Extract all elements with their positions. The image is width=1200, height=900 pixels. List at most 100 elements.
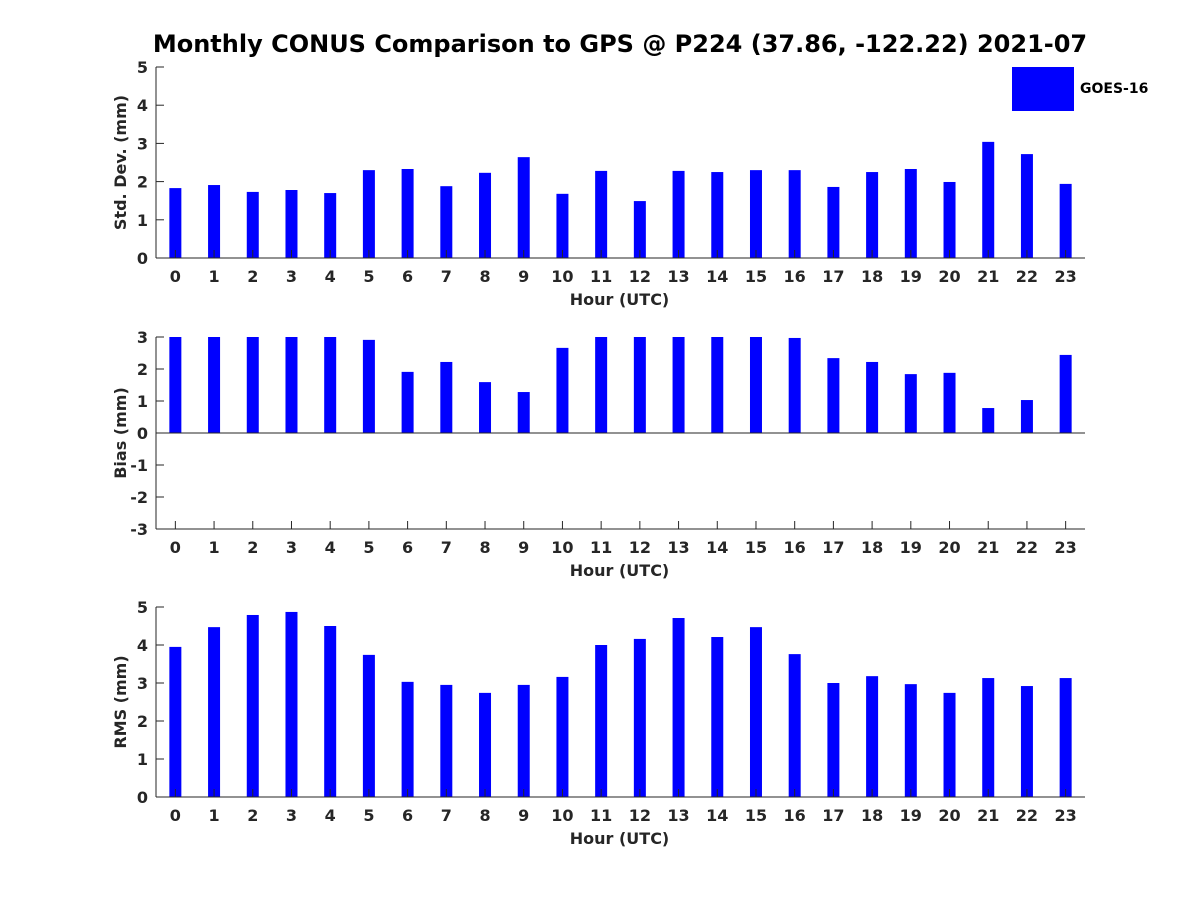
bar-1-23 bbox=[1059, 354, 1072, 433]
x-tick-label: 20 bbox=[938, 267, 960, 286]
x-tick-label: 12 bbox=[629, 267, 651, 286]
x-tick-label: 15 bbox=[745, 267, 767, 286]
y-tick-label: 0 bbox=[137, 788, 148, 807]
x-tick-label: 8 bbox=[479, 267, 490, 286]
bar-2-9 bbox=[517, 684, 530, 797]
chart-title: Monthly CONUS Comparison to GPS @ P224 (… bbox=[152, 30, 1088, 58]
x-tick-label: 13 bbox=[667, 538, 689, 557]
x-tick-label: 14 bbox=[706, 538, 728, 557]
y-tick-label: 2 bbox=[137, 360, 148, 379]
y-tick-label: 5 bbox=[137, 58, 148, 77]
bar-1-19 bbox=[904, 374, 917, 433]
x-tick-label: 7 bbox=[441, 267, 452, 286]
y-tick-label: 3 bbox=[137, 134, 148, 153]
bar-2-6 bbox=[401, 681, 414, 797]
bar-1-14 bbox=[711, 337, 724, 433]
x-tick-label: 11 bbox=[590, 267, 612, 286]
bar-2-3 bbox=[285, 611, 298, 797]
x-tick-label: 20 bbox=[938, 806, 960, 825]
bar-0-0 bbox=[169, 188, 182, 258]
bar-2-23 bbox=[1059, 678, 1072, 797]
bar-1-8 bbox=[479, 382, 492, 433]
x-tick-label: 7 bbox=[441, 806, 452, 825]
x-tick-label: 15 bbox=[745, 538, 767, 557]
x-tick-label: 22 bbox=[1016, 806, 1038, 825]
x-tick-label: 21 bbox=[977, 267, 999, 286]
bar-1-5 bbox=[362, 339, 375, 433]
bar-1-13 bbox=[672, 337, 685, 433]
bar-0-20 bbox=[943, 181, 956, 258]
bar-1-11 bbox=[595, 337, 608, 433]
bar-1-1 bbox=[208, 337, 221, 433]
bar-1-4 bbox=[324, 337, 337, 433]
bar-0-11 bbox=[595, 170, 608, 258]
x-tick-label: 1 bbox=[208, 538, 219, 557]
bar-2-4 bbox=[324, 626, 337, 797]
bar-0-22 bbox=[1020, 154, 1033, 258]
x-tick-label: 23 bbox=[1055, 538, 1077, 557]
x-tick-label: 17 bbox=[822, 538, 844, 557]
x-tick-label: 19 bbox=[900, 267, 922, 286]
bar-0-6 bbox=[401, 168, 414, 258]
x-axis-label: Hour (UTC) bbox=[570, 290, 670, 309]
bar-0-3 bbox=[285, 190, 298, 258]
bar-2-2 bbox=[246, 614, 259, 797]
x-tick-label: 1 bbox=[208, 806, 219, 825]
x-tick-label: 9 bbox=[518, 538, 529, 557]
x-tick-label: 22 bbox=[1016, 267, 1038, 286]
bar-0-4 bbox=[324, 193, 337, 258]
bar-1-0 bbox=[169, 337, 182, 433]
x-tick-label: 21 bbox=[977, 538, 999, 557]
x-tick-label: 2 bbox=[247, 538, 258, 557]
x-tick-label: 0 bbox=[170, 806, 181, 825]
x-tick-label: 10 bbox=[551, 267, 573, 286]
x-tick-label: 6 bbox=[402, 267, 413, 286]
x-tick-label: 9 bbox=[518, 806, 529, 825]
bar-2-14 bbox=[711, 637, 724, 797]
x-tick-label: 4 bbox=[325, 267, 336, 286]
bar-1-18 bbox=[866, 361, 879, 433]
bar-0-12 bbox=[633, 201, 646, 258]
x-tick-label: 3 bbox=[286, 806, 297, 825]
bar-0-14 bbox=[711, 172, 724, 258]
x-tick-label: 0 bbox=[170, 267, 181, 286]
x-tick-label: 18 bbox=[861, 267, 883, 286]
bar-2-0 bbox=[169, 646, 182, 797]
legend-swatch bbox=[1012, 67, 1074, 111]
bar-1-7 bbox=[440, 361, 453, 433]
x-tick-label: 11 bbox=[590, 538, 612, 557]
bar-1-17 bbox=[827, 358, 840, 433]
x-tick-label: 17 bbox=[822, 267, 844, 286]
x-tick-label: 3 bbox=[286, 267, 297, 286]
bar-1-22 bbox=[1020, 400, 1033, 433]
y-tick-label: 2 bbox=[137, 712, 148, 731]
legend: GOES-16 bbox=[1012, 67, 1148, 111]
y-tick-label: 5 bbox=[137, 598, 148, 617]
bar-0-23 bbox=[1059, 183, 1072, 258]
x-tick-label: 23 bbox=[1055, 267, 1077, 286]
bar-2-8 bbox=[479, 692, 492, 797]
y-tick-label: 0 bbox=[137, 424, 148, 443]
bar-1-9 bbox=[517, 392, 530, 433]
x-tick-label: 9 bbox=[518, 267, 529, 286]
x-tick-label: 15 bbox=[745, 806, 767, 825]
x-tick-label: 5 bbox=[363, 538, 374, 557]
bar-1-20 bbox=[943, 372, 956, 433]
x-tick-label: 13 bbox=[667, 806, 689, 825]
bar-0-5 bbox=[362, 170, 375, 258]
y-axis-label: RMS (mm) bbox=[111, 655, 130, 748]
x-tick-label: 10 bbox=[551, 806, 573, 825]
bar-2-17 bbox=[827, 683, 840, 797]
bar-0-10 bbox=[556, 193, 569, 258]
bar-2-13 bbox=[672, 618, 685, 797]
bar-1-3 bbox=[285, 337, 298, 433]
x-tick-label: 19 bbox=[900, 806, 922, 825]
x-tick-label: 11 bbox=[590, 806, 612, 825]
bar-0-2 bbox=[246, 191, 259, 258]
bar-1-21 bbox=[982, 408, 995, 433]
x-tick-label: 5 bbox=[363, 267, 374, 286]
x-tick-label: 16 bbox=[784, 538, 806, 557]
bar-2-21 bbox=[982, 678, 995, 797]
x-tick-label: 6 bbox=[402, 538, 413, 557]
